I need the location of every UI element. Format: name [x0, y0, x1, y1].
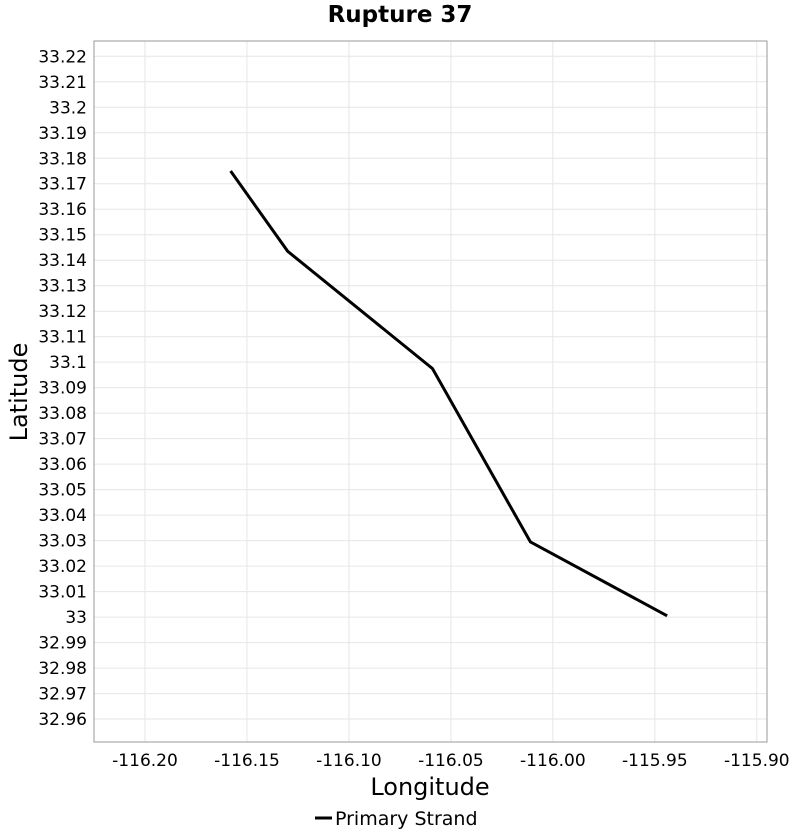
- grid: [94, 41, 767, 742]
- y-tick-label: 33.13: [38, 277, 87, 297]
- y-tick-label: 33.1: [49, 353, 87, 373]
- legend: Primary Strand: [315, 808, 478, 830]
- legend-label-primary-strand: Primary Strand: [335, 808, 478, 830]
- x-tick-label: -115.90: [724, 751, 790, 771]
- y-tick-label: 33.11: [38, 328, 87, 348]
- y-axis-label: Latitude: [5, 343, 33, 442]
- y-tick-label: 33.22: [38, 47, 87, 67]
- plot-area-frame: [93, 40, 768, 743]
- series-line-primary-strand: [229, 170, 668, 618]
- y-tick-label: 33.03: [38, 532, 87, 552]
- y-tick-label: 32.96: [38, 710, 87, 730]
- y-tick-label: 33.05: [38, 481, 87, 501]
- x-tick-label: -116.05: [418, 751, 484, 771]
- y-tick-label: 33.17: [38, 175, 87, 195]
- x-tick-label: -115.95: [622, 751, 688, 771]
- x-tick-label: -116.10: [316, 751, 382, 771]
- y-tick-label: 32.97: [38, 685, 87, 705]
- y-tick-label: 33.14: [38, 251, 87, 271]
- y-tick-label: 32.99: [38, 634, 87, 654]
- y-tick-label: 33.07: [38, 430, 87, 450]
- x-tick-label: -116.00: [520, 751, 586, 771]
- y-tick-label: 33.2: [49, 98, 87, 118]
- x-tick-label: -116.20: [112, 751, 178, 771]
- y-tick-label: 33: [65, 608, 87, 628]
- y-tick-label: 32.98: [38, 659, 87, 679]
- y-tick-label: 33.21: [38, 73, 87, 93]
- y-tick-label: 33.15: [38, 226, 87, 246]
- x-tick-labels: -116.20 -116.15 -116.10 -116.05 -116.00 -115.…: [112, 751, 789, 771]
- series-layer: [229, 170, 668, 618]
- chart-title: Rupture 37: [328, 2, 473, 28]
- y-tick-label: 33.08: [38, 404, 87, 424]
- x-tick-label: -116.15: [214, 751, 280, 771]
- y-tick-label: 33.04: [38, 506, 87, 526]
- y-tick-label: 33.18: [38, 149, 87, 169]
- y-tick-label: 33.12: [38, 302, 87, 322]
- x-axis-label: Longitude: [370, 773, 489, 801]
- y-tick-label: 33.16: [38, 200, 87, 220]
- y-tick-label: 33.02: [38, 557, 87, 577]
- y-tick-label: 33.01: [38, 583, 87, 603]
- y-tick-label: 33.09: [38, 379, 87, 399]
- y-tick-label: 33.19: [38, 124, 87, 144]
- y-tick-labels: 32.96 32.97 32.98 32.99 33 33.01 33.02 33.03 33.…: [38, 47, 87, 730]
- y-tick-label: 33.06: [38, 455, 87, 475]
